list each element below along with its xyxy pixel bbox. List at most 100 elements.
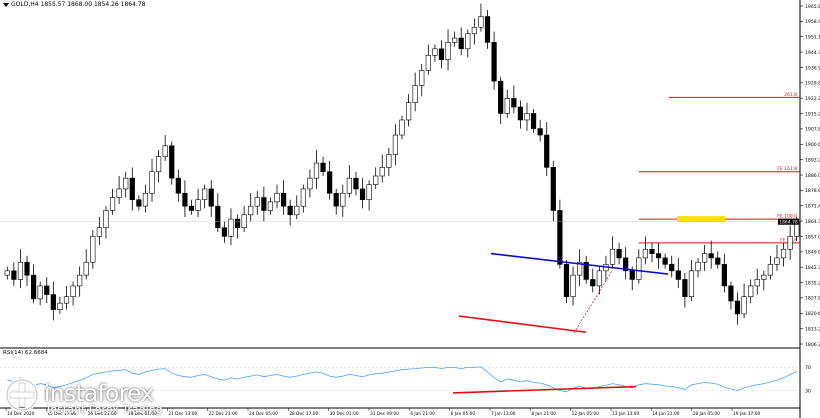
candle	[524, 102, 530, 131]
candle-body	[287, 205, 293, 216]
candle-body	[728, 285, 734, 302]
logo-wordmark: instaforex	[44, 381, 154, 407]
candle-body	[182, 192, 188, 207]
price-tick-label: 1835.20	[805, 280, 820, 286]
candle	[333, 188, 339, 215]
candle-body	[662, 257, 668, 265]
candle-body	[37, 285, 43, 300]
candle	[90, 229, 96, 269]
candle-body	[557, 210, 563, 265]
candle-body	[458, 37, 464, 50]
rsi-tick-label: 70	[805, 365, 811, 371]
candle-body	[386, 154, 392, 168]
candle-body	[432, 48, 438, 56]
logo-emblem-icon	[5, 378, 39, 412]
candle	[465, 29, 471, 58]
candle-body	[175, 177, 181, 194]
candle-body	[504, 98, 510, 114]
time-tick-label: 30 Dec 01:00	[330, 411, 359, 417]
price-tick-label: 1907.85	[805, 127, 820, 133]
price-tick-label: 1842.30	[805, 265, 820, 271]
time-tick-label: 16 Dec 21:00	[88, 411, 117, 417]
candle	[616, 242, 622, 265]
candle	[241, 206, 247, 233]
candle	[425, 44, 431, 75]
projection-line	[573, 270, 613, 334]
candle	[787, 225, 793, 261]
candle-body	[57, 302, 63, 310]
candle-body	[787, 236, 793, 250]
candle-body	[353, 177, 359, 190]
candle-body	[346, 177, 352, 194]
fib-label: FE 161.8	[777, 166, 797, 172]
candle-body	[149, 171, 155, 194]
candle-body	[44, 285, 50, 295]
candle-body	[136, 199, 142, 207]
time-tick-label: 13 Jan 13:00	[612, 411, 639, 417]
candle-body	[359, 188, 366, 201]
candle	[662, 253, 668, 269]
candle	[741, 283, 747, 319]
candle-body	[155, 156, 162, 172]
candle-body	[202, 188, 208, 201]
candle-body	[780, 248, 787, 259]
current-price-label: 1864.78	[779, 219, 798, 225]
candle	[340, 184, 346, 217]
price-panel	[0, 0, 801, 418]
trend-lines	[458, 252, 669, 334]
candle-body	[280, 192, 287, 207]
time-tick-label: 14 Jan 21:00	[652, 411, 679, 417]
candle	[155, 150, 162, 183]
candle	[116, 176, 122, 205]
candle	[373, 167, 379, 189]
candle-body	[142, 192, 149, 207]
candle	[169, 141, 175, 185]
candle-body	[234, 218, 241, 229]
current-price-box	[778, 218, 799, 225]
candle	[267, 197, 274, 215]
candle-body	[294, 205, 300, 216]
candle-body	[721, 264, 727, 287]
candle	[544, 122, 550, 176]
price-tick-label: 1922.25	[805, 96, 820, 102]
price-tick-label: 1871.40	[805, 204, 820, 210]
candle-body	[609, 248, 616, 265]
candle-body	[188, 205, 195, 211]
candle	[767, 255, 773, 280]
candle-body	[629, 270, 635, 280]
candle	[452, 31, 458, 47]
candle-body	[307, 177, 313, 190]
candle	[359, 178, 366, 209]
candle-body	[445, 42, 451, 60]
candle	[445, 29, 451, 71]
price-tick-label: 1965.80	[805, 4, 820, 10]
candle	[77, 266, 83, 297]
price-tick-label: 1849.65	[805, 250, 820, 256]
candle	[478, 3, 484, 32]
candle-body	[254, 197, 260, 207]
candle	[504, 89, 510, 118]
time-tick-label: 14 Dec 2020	[7, 411, 35, 417]
candle-body	[419, 70, 425, 86]
candle	[596, 266, 602, 295]
candle-body	[675, 270, 681, 280]
candle-body	[392, 134, 399, 155]
candle	[11, 262, 17, 286]
candle-body	[596, 270, 602, 287]
candle	[24, 255, 30, 286]
candle	[517, 100, 524, 129]
candle	[708, 240, 714, 269]
price-tick-label: 1929.80	[805, 81, 820, 87]
candle	[609, 236, 616, 269]
price-tick-label: 1944.35	[805, 50, 820, 56]
time-tick-label: 8 Jan 21:00	[531, 411, 556, 417]
candle	[432, 44, 438, 62]
candle-body	[340, 192, 346, 207]
price-tick-label: 1951.10	[805, 35, 820, 41]
candle	[721, 253, 727, 293]
candle-body	[162, 145, 168, 157]
candle	[50, 281, 56, 321]
support-line	[458, 315, 587, 334]
price-tick-label: 1878.65	[805, 188, 820, 194]
candle	[195, 188, 201, 217]
